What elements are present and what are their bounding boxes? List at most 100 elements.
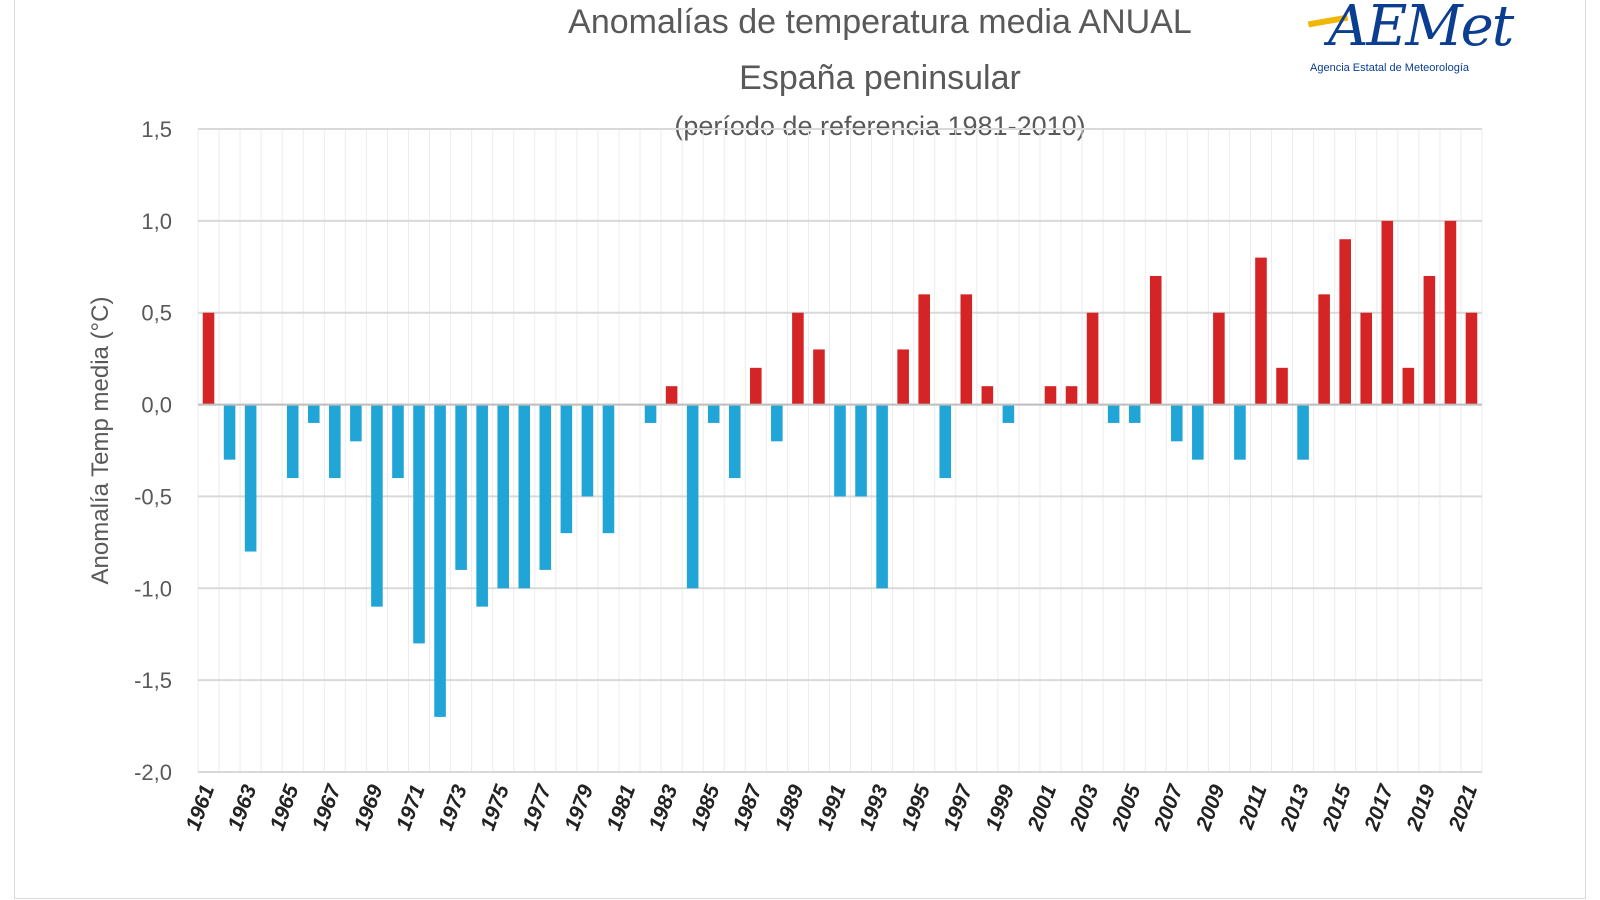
logo-caption: Agencia Estatal de Meteorología [1310, 62, 1469, 74]
y-tick-label: -1,0 [134, 576, 172, 601]
bar-1980 [602, 404, 615, 534]
x-tick-label: 2001 [1023, 782, 1061, 835]
bar-1988 [771, 404, 783, 442]
bar-2010 [1234, 404, 1246, 460]
bar-2019 [1423, 275, 1436, 405]
y-tick-labels: 1,5 1,0 0,5 0,0 -0,5 -1,0 -1,5 -2,0 [134, 117, 172, 785]
bar-1974 [476, 404, 488, 607]
y-tick-label: -0,5 [134, 484, 172, 509]
bar-1995 [918, 294, 930, 405]
chart-reference-period: (período de referencia 1981-2010) [674, 111, 1086, 141]
bar-2005 [1128, 404, 1141, 423]
bar-2018 [1402, 367, 1415, 405]
bar-1990 [813, 349, 825, 405]
bar-1978 [560, 404, 573, 534]
bar-1983 [665, 386, 678, 405]
y-tick-label: 0,5 [141, 301, 172, 326]
y-tick-label: 1,0 [141, 209, 172, 234]
bar-1996 [939, 404, 952, 479]
x-tick-label: 1991 [813, 782, 851, 834]
bar-1965 [286, 404, 299, 479]
bar-1973 [455, 404, 467, 570]
x-tick-label: 1995 [897, 782, 935, 834]
x-tick-label: 1979 [561, 782, 599, 834]
bar-1989 [792, 312, 804, 405]
x-tick-label: 1993 [855, 782, 893, 834]
x-tick-label: 2021 [1444, 782, 1482, 835]
bar-1987 [750, 367, 762, 405]
x-tick-label: 2009 [1192, 782, 1230, 835]
x-tick-label: 1967 [308, 781, 346, 834]
bar-2007 [1170, 404, 1183, 442]
y-tick-label: -2,0 [134, 760, 172, 785]
bar-1977 [539, 404, 552, 570]
bar-1993 [876, 404, 888, 589]
bar-1984 [686, 404, 699, 589]
chart-frame [14, 0, 1586, 899]
x-tick-label: 1975 [476, 782, 514, 834]
bar-2008 [1192, 404, 1204, 460]
bar-2013 [1297, 404, 1309, 460]
x-tick-label: 1981 [603, 782, 641, 834]
bar-1966 [307, 404, 320, 423]
bar-2003 [1086, 312, 1099, 405]
y-axis-label: Anomalía Temp media (°C) [87, 297, 114, 585]
bar-1961 [202, 312, 215, 405]
bar-2009 [1213, 312, 1225, 405]
bar-1994 [897, 349, 909, 405]
bar-1979 [581, 404, 594, 497]
x-tick-labels: 1961 1963 1965 1967 1969 1971 1973 1975 1977 1979… [182, 781, 1483, 835]
bar-2001 [1044, 386, 1057, 405]
bar-1970 [392, 404, 404, 479]
bar-1967 [329, 404, 341, 479]
bar-2011 [1255, 257, 1267, 405]
x-tick-label: 2003 [1065, 782, 1103, 835]
bar-2016 [1360, 312, 1373, 405]
y-tick-label: -1,5 [134, 668, 172, 693]
x-tick-label: 1969 [350, 782, 388, 834]
bar-2014 [1318, 294, 1330, 405]
x-tick-label: 1977 [518, 781, 556, 834]
bar-1962 [223, 404, 236, 460]
bar-2004 [1107, 404, 1120, 423]
x-tick-label: 1989 [771, 782, 809, 834]
bar-1971 [413, 404, 425, 644]
bar-2020 [1444, 220, 1457, 405]
bar-1963 [244, 404, 257, 552]
x-tick-label: 1987 [729, 781, 767, 834]
x-tick-label: 1961 [182, 782, 220, 834]
bar-2021 [1465, 312, 1478, 405]
x-tick-label: 2011 [1234, 782, 1271, 833]
bar-1982 [644, 404, 657, 423]
x-tick-label: 1985 [687, 782, 725, 834]
x-tick-label: 1963 [224, 782, 262, 834]
bar-2015 [1339, 239, 1351, 405]
bar-1972 [434, 404, 446, 717]
bar-1986 [728, 404, 741, 479]
x-tick-label: 2015 [1318, 782, 1356, 835]
logo-wordmark: AEMet [1328, 0, 1514, 59]
bar-2002 [1065, 386, 1078, 405]
bar-1992 [855, 404, 867, 497]
x-tick-label: 1997 [939, 781, 977, 834]
bar-1991 [834, 404, 846, 497]
x-tick-label: 1971 [392, 782, 430, 834]
bar-2006 [1149, 275, 1162, 405]
y-tick-label: 1,5 [141, 117, 172, 142]
bar-1968 [350, 404, 362, 442]
bar-1975 [497, 404, 510, 589]
x-tick-label: 1965 [266, 782, 304, 834]
bars-layer [198, 220, 1482, 717]
bar-2012 [1276, 367, 1288, 405]
chart-title: Anomalías de temperatura media ANUAL [568, 3, 1192, 41]
bar-1997 [960, 294, 973, 405]
x-tick-label: 2019 [1402, 782, 1440, 835]
bar-1969 [371, 404, 383, 607]
x-tick-label: 2005 [1107, 782, 1145, 835]
x-tick-label: 2017 [1360, 781, 1398, 835]
x-tick-label: 2013 [1276, 782, 1314, 835]
bar-2017 [1381, 220, 1394, 405]
y-tick-label: 0,0 [141, 393, 172, 418]
bar-1985 [707, 404, 720, 423]
